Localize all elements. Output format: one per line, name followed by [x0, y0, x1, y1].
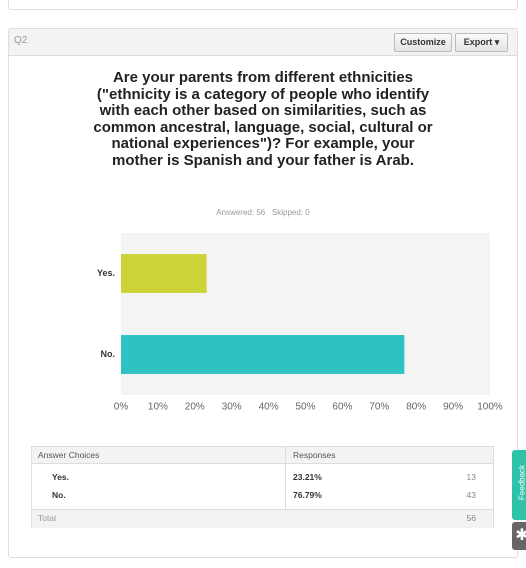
chart-title: Are your parents from different ethnicit…: [93, 69, 433, 169]
x-tick-label: 100%: [477, 402, 503, 413]
total-row: [32, 509, 493, 528]
answered: Answered: 56: [216, 208, 266, 217]
y-tick-label: No.: [101, 349, 116, 359]
previous-card: [8, 0, 518, 10]
answer-choice: Yes.: [52, 472, 70, 482]
bar: [121, 254, 207, 293]
response-summary: Answered: 56 Skipped: 0: [0, 208, 526, 217]
bar: [121, 335, 405, 374]
response-count: 43: [466, 490, 476, 500]
response-percent: 23.21%: [293, 472, 322, 482]
customize-button[interactable]: Customize: [394, 33, 452, 52]
x-tick-label: 0%: [114, 402, 129, 413]
x-tick-label: 80%: [406, 402, 426, 413]
answer-choice: No.: [52, 490, 66, 500]
export-button[interactable]: Export ▾: [455, 33, 508, 52]
column-header: Answer Choices: [38, 450, 100, 460]
help-icon[interactable]: ✱: [512, 522, 526, 550]
x-tick-label: 70%: [369, 402, 389, 413]
x-tick-label: 30%: [222, 402, 242, 413]
question-id: Q2: [14, 35, 28, 46]
response-percent: 76.79%: [293, 490, 322, 500]
feedback-label: Feedback: [517, 464, 526, 501]
x-tick-label: 10%: [148, 402, 168, 413]
response-count: 13: [466, 472, 476, 482]
column-header: Responses: [293, 450, 336, 460]
question-card: [8, 28, 518, 558]
x-tick-label: 90%: [443, 402, 463, 413]
chart: 0% 10% 20% 30% 40% 50% 60% 70% 80% 90% 100% Yes. No.: [97, 233, 503, 413]
feedback-tab[interactable]: Feedback: [512, 450, 526, 520]
total-count: 56: [466, 513, 476, 523]
skipped: Skipped: 0: [271, 208, 310, 217]
x-tick-label: 20%: [185, 402, 205, 413]
column-divider: [285, 447, 286, 509]
y-tick-label: Yes.: [97, 268, 115, 278]
table: Answer Choices Responses Yes. 23.21% 13 No. 76…: [31, 446, 494, 528]
x-tick-label: 50%: [295, 402, 315, 413]
total-label: Total: [38, 513, 56, 523]
table-header: [32, 447, 493, 464]
x-tick-label: 60%: [332, 402, 352, 413]
x-tick-label: 40%: [259, 402, 279, 413]
